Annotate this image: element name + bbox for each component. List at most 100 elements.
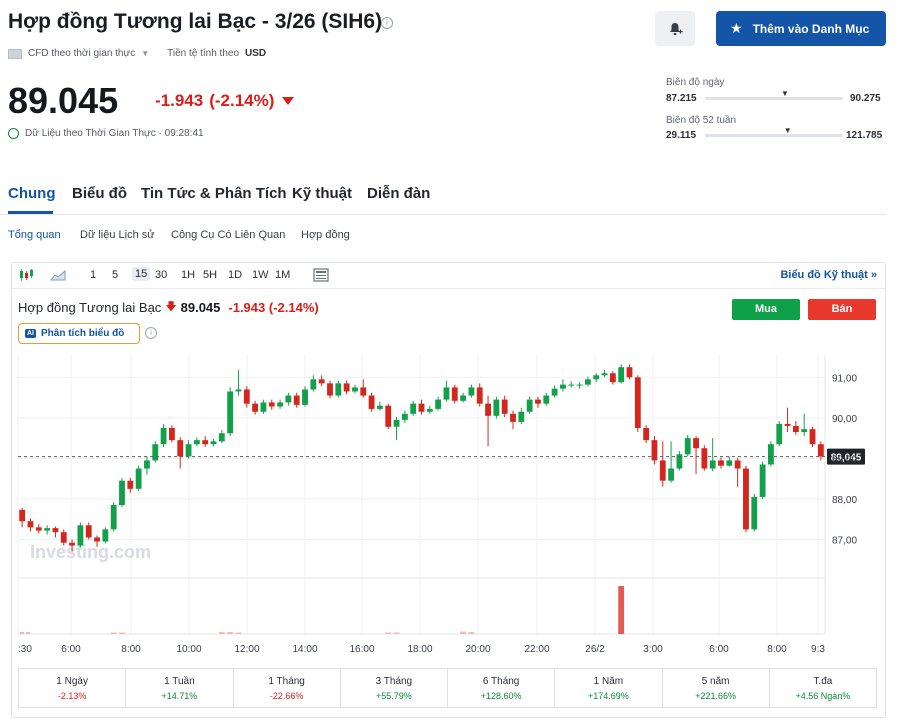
subtab-historical-data[interactable]: Dữ liệu Lịch sử [80,229,155,241]
y-tick-label: 90,00 [832,414,857,425]
interval-1d[interactable]: 1D [228,269,243,281]
interval-15[interactable]: 15 [132,267,151,281]
sell-button[interactable]: Bán [808,299,876,320]
candle [285,395,292,403]
volume-bar [227,632,234,634]
performance-value: +55.79% [375,691,412,701]
performance-cell: 1 Ngày -2.13% [19,669,127,707]
subtab-related-instruments[interactable]: Công Cụ Có Liên Quan [171,229,286,241]
x-tick-label: 18:00 [407,644,432,655]
candle [60,532,67,543]
candle [468,387,475,396]
performance-value: +174.69% [587,691,629,701]
candle [751,496,758,530]
tab-forum[interactable]: Diễn đàn [367,185,431,202]
area-chart-icon[interactable] [50,268,66,282]
candle [260,402,267,412]
performance-cell: 5 năm +221.66% [663,669,770,707]
candle [634,377,641,428]
down-arrow-icon [282,97,295,105]
add-alert-button[interactable] [655,11,695,46]
candle [618,367,625,383]
candle [210,441,217,445]
interval-1m[interactable]: 1M [275,269,291,281]
candle [526,399,533,412]
volume-bar [393,632,400,634]
chevron-down-icon[interactable]: ▼ [141,49,150,58]
performance-period: 1 Tháng [268,676,305,687]
info-icon[interactable]: i [145,327,157,339]
day-range-marker: ▼ [781,89,789,98]
performance-cell: 1 Tháng -22.66% [234,669,341,707]
x-tick-label: 12:00 [234,644,259,655]
week52-range-bar [705,134,843,137]
candle [177,440,184,457]
candlestick-chart[interactable]: Investing.com 89,045 91,00 90,00 89,00 88,00 8… [12,350,885,662]
x-tick-label: 8:00 [767,644,787,655]
subtab-overview[interactable]: Tổng quan [8,229,61,241]
currency-value: USD [245,48,267,59]
candle [52,528,59,533]
candle [560,384,566,389]
candle [44,528,51,531]
last-price: 89.045 [8,80,119,121]
candle [784,423,791,426]
interval-5h[interactable]: 5H [203,269,218,281]
technical-chart-link[interactable]: Biểu đồ Kỹ thuật » [780,269,877,281]
x-tick-label: 16:00 [349,644,374,655]
candle [609,373,616,383]
candle [135,468,142,489]
volume-bar [618,586,625,634]
candle [410,403,417,414]
sub-tabs: Tổng quan Dữ liệu Lịch sử Công Cụ Có Liê… [8,229,408,243]
performance-period: 3 Tháng [375,676,413,687]
day-range-label: Biên độ ngày [666,77,725,88]
performance-period: 5 năm [701,676,730,687]
candle [127,480,134,489]
star-icon: ★ [730,20,743,36]
realtime-label: Dữ Liệu theo Thời Gian Thực · 09:28:41 [25,128,204,139]
interval-1w[interactable]: 1W [252,269,269,281]
flag-icon [8,48,22,59]
y-tick-label: 88,00 [832,495,857,506]
info-icon[interactable]: i [381,17,393,29]
candle [676,454,683,469]
buy-button[interactable]: Mua [732,299,800,320]
candle [85,525,92,538]
candle [227,391,234,434]
cfd-label[interactable]: CFD theo thời gian thực [28,48,136,59]
y-tick-label: 87,00 [832,535,857,546]
candle [535,399,541,404]
candle [759,464,766,497]
interval-5[interactable]: 5 [112,269,119,281]
performance-value: -22.66% [269,691,304,701]
interval-1[interactable]: 1 [90,269,97,281]
candle [543,395,550,404]
ai-chart-analysis-button[interactable]: AI Phân tích biểu đồ [18,323,140,344]
ai-analysis-label: Phân tích biểu đồ [41,328,125,339]
x-tick-label: 8:00 [121,644,141,655]
candle [817,444,824,457]
tab-technical[interactable]: Kỹ thuật [292,185,352,202]
performance-value: +221.66% [695,691,737,701]
candle [518,411,525,422]
candle [693,438,699,449]
y-tick-label: 91,00 [832,373,857,384]
candle [277,402,283,407]
tab-overview[interactable]: Chung [8,185,56,202]
performance-cell: 3 Tháng +55.79% [341,669,448,707]
interval-30[interactable]: 30 [155,269,168,281]
subtab-contracts[interactable]: Hợp đồng [301,229,350,241]
candle [252,403,259,412]
day-range-low: 87.215 [666,93,697,104]
candle [77,525,84,546]
chart-price: 89.045 [180,300,221,315]
tab-chart[interactable]: Biểu đồ [72,185,127,202]
settings-panel-icon[interactable] [313,268,329,282]
candle [493,399,500,416]
add-to-watchlist-button[interactable]: ★ Thêm vào Danh Mục [716,11,886,46]
tab-news[interactable]: Tin Tức & Phân Tích [141,185,287,202]
candle [701,448,708,469]
interval-1h[interactable]: 1H [181,269,196,281]
candlestick-icon[interactable] [18,268,34,282]
